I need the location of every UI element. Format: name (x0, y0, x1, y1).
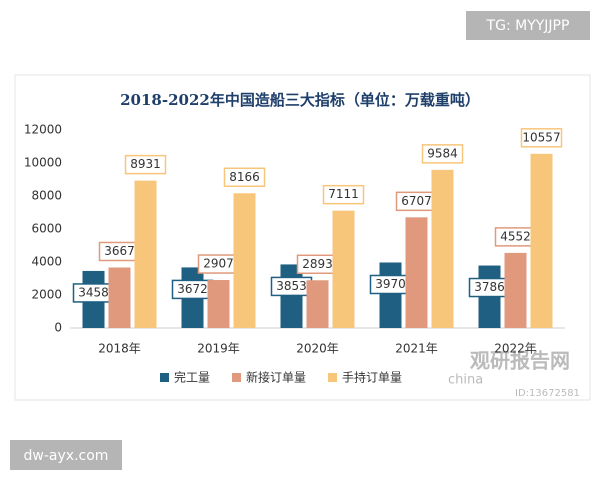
watermark-brand: 观研报告网 (470, 349, 570, 373)
data-label: 3970 (375, 277, 406, 291)
y-tick-label: 12000 (24, 123, 62, 137)
data-label: 3786 (474, 280, 505, 294)
bar (306, 280, 329, 328)
data-label: 9584 (427, 146, 458, 160)
y-tick-label: 8000 (31, 189, 62, 203)
data-label: 3853 (276, 279, 307, 293)
bar (108, 267, 131, 328)
watermark-site: china (448, 373, 483, 388)
legend-swatch (232, 373, 242, 382)
data-label: 2893 (302, 257, 333, 271)
y-tick-label: 2000 (31, 288, 62, 302)
data-label: 8166 (229, 170, 260, 184)
bar (530, 153, 553, 328)
bar (233, 193, 256, 328)
bar (431, 169, 454, 328)
data-label: 7111 (328, 187, 359, 201)
x-tick-label: 2022年 (494, 342, 537, 356)
data-label: 8931 (130, 157, 161, 171)
data-label: 3672 (177, 282, 208, 296)
legend-swatch (328, 373, 338, 382)
data-label: 3667 (104, 244, 135, 258)
legend-label: 新接订单量 (246, 370, 306, 385)
data-label-box (223, 167, 266, 188)
y-tick-label: 0 (54, 321, 62, 335)
y-tick-label: 4000 (31, 255, 62, 269)
legend-label: 完工量 (174, 370, 210, 385)
chart-panel (14, 74, 591, 401)
data-label-box (520, 128, 563, 148)
data-label-box (421, 144, 464, 164)
data-label-box (124, 154, 167, 175)
bar (379, 262, 402, 328)
y-tick-label: 10000 (24, 156, 62, 170)
x-tick-label: 2019年 (197, 342, 240, 356)
chart-title: 2018-2022年中国造船三大指标（单位：万载重吨） (120, 91, 480, 109)
legend-label: 手持订单量 (342, 370, 402, 385)
x-tick-label: 2020年 (296, 342, 339, 356)
bar (207, 280, 230, 328)
bar (332, 210, 355, 328)
data-label: 3458 (78, 285, 109, 299)
x-tick-label: 2021年 (395, 342, 438, 356)
data-label: 6707 (401, 194, 432, 208)
watermark-id: ID:13672581 (515, 388, 580, 399)
header-tag: TG: MYYJJPP (486, 18, 570, 34)
footer-tag: dw-ayx.com (24, 448, 109, 464)
legend-swatch (160, 373, 169, 382)
header-tag-box (466, 11, 590, 40)
x-tick-label: 2018年 (98, 342, 141, 356)
data-label: 10557 (522, 130, 560, 144)
data-label: 2907 (203, 257, 234, 271)
bar (134, 180, 157, 328)
y-tick-label: 6000 (31, 222, 62, 236)
bar (405, 217, 428, 328)
data-label: 4552 (500, 229, 531, 243)
bar (504, 252, 527, 328)
data-label-box (322, 184, 365, 205)
footer-tag-box (10, 440, 122, 470)
